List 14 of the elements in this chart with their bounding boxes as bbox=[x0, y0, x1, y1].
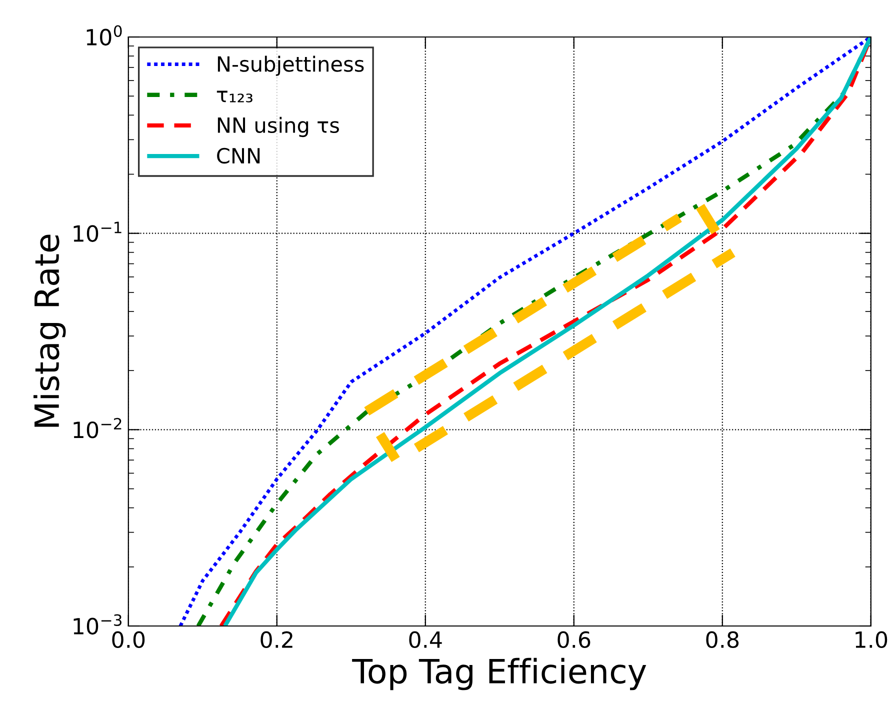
y-tick-label: 10$^{−1}$ bbox=[74, 222, 122, 242]
y-tick-label: 10$^{−2}$ bbox=[74, 418, 122, 438]
legend-label: τ₁₂₃ bbox=[216, 90, 252, 102]
x-tick-label: 0.2 bbox=[260, 631, 292, 648]
legend-label: N-subjettiness bbox=[218, 56, 364, 76]
legend-label: CNN bbox=[217, 148, 260, 164]
x-tick-label: 0.4 bbox=[409, 631, 442, 648]
legend-label: NN using τs bbox=[218, 116, 339, 138]
x-tick-label: 1.0 bbox=[856, 631, 888, 648]
x-tick-label: 0.8 bbox=[706, 631, 739, 648]
x-axis-title: Top Tag Efficiency bbox=[352, 658, 646, 690]
x-tick-label: 0.6 bbox=[558, 631, 590, 648]
y-axis-title: Mistag Rate bbox=[34, 234, 66, 427]
y-tick-label: 10$^{0}$ bbox=[86, 25, 122, 46]
